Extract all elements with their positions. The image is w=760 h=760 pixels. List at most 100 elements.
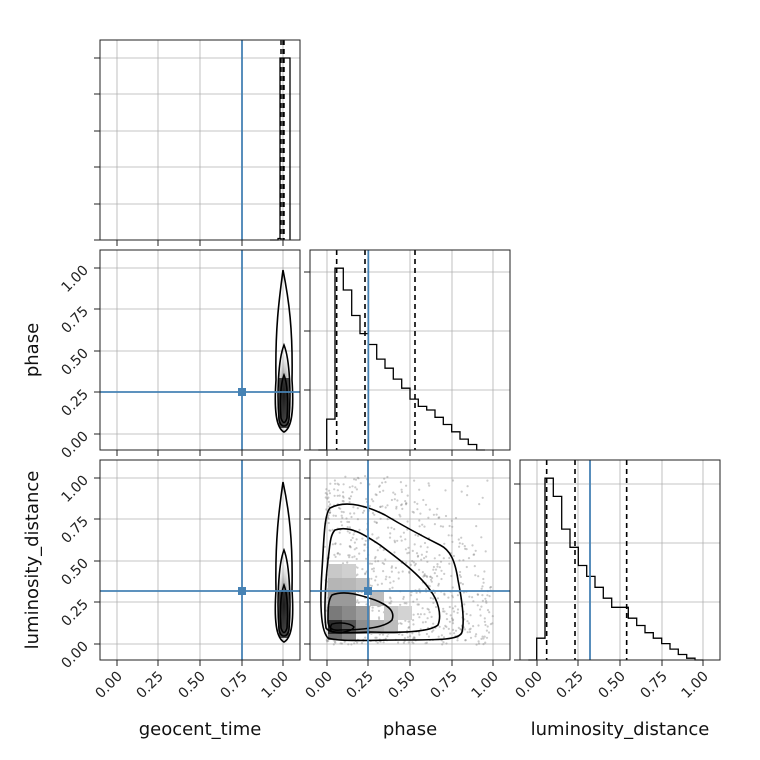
scatter-point (459, 628, 462, 631)
scatter-point (377, 536, 380, 539)
scatter-point (393, 528, 396, 531)
scatter-point (433, 591, 436, 594)
scatter-point (325, 508, 328, 511)
scatter-point (423, 574, 426, 577)
x-tick-label: 1.00 (468, 668, 501, 701)
scatter-point (486, 625, 489, 628)
scatter-point (339, 543, 342, 546)
scatter-point (331, 543, 334, 546)
scatter-point (382, 489, 385, 492)
scatter-point (434, 605, 438, 609)
scatter-point (443, 593, 446, 596)
truth-marker-geocent-time-phase (238, 388, 246, 396)
scatter-point (447, 627, 450, 631)
scatter-point (326, 516, 329, 519)
scatter-point (389, 581, 392, 584)
y-tick-label: 0.25 (58, 596, 91, 629)
scatter-point (442, 557, 445, 560)
scatter-point (356, 507, 359, 510)
scatter-point (422, 498, 425, 502)
scatter-point (476, 593, 479, 596)
scatter-point (373, 520, 376, 523)
scatter-point (397, 571, 400, 574)
frame-2d-phase-luminosity-distance (309, 459, 511, 661)
scatter-point (425, 641, 428, 644)
scatter-point (416, 508, 419, 511)
scatter-point (475, 643, 478, 646)
scatter-point (373, 513, 376, 516)
scatter-point (472, 553, 475, 556)
scatter-point (405, 502, 408, 505)
scatter-point (477, 640, 480, 643)
scatter-point (404, 538, 407, 541)
scatter-point (433, 557, 436, 560)
scatter-point (337, 483, 340, 486)
scatter-point (426, 560, 429, 563)
panel-2d-geocent-time-luminosity-distance (94, 459, 301, 666)
hist-step-phase (318, 267, 485, 451)
grid-hist-phase (310, 250, 510, 450)
scatter-point (375, 575, 378, 578)
scatter-point (399, 622, 402, 625)
scatter-point (328, 511, 331, 514)
scatter-point (432, 513, 435, 516)
scatter-point (365, 557, 368, 560)
scatter-point (379, 517, 382, 520)
scatter-point (327, 500, 331, 503)
scatter-point (454, 516, 458, 520)
scatter-point (355, 557, 358, 561)
scatter-point (427, 635, 430, 638)
scatter-point (483, 617, 486, 620)
scatter-point (444, 489, 447, 492)
ticks-2d-geocent-time-luminosity-distance (94, 477, 284, 666)
scatter-point (378, 484, 381, 487)
scatter-point (405, 561, 408, 564)
x-tick-label: 0.50 (175, 668, 208, 701)
scatter-point (445, 618, 449, 621)
scatter-point (349, 546, 352, 549)
scatter-point (352, 533, 355, 536)
scatter-point (364, 636, 367, 639)
scatter-point (432, 601, 435, 605)
scatter-point (429, 575, 432, 578)
scatter-point (436, 565, 439, 568)
scatter-point (429, 578, 433, 581)
scatter-point (451, 540, 454, 544)
scatter-point (374, 555, 377, 559)
scatter-point (483, 570, 486, 573)
scatter-point (352, 506, 355, 509)
scatter-point (331, 528, 334, 532)
scatter-point (348, 554, 351, 557)
contour-mid-geocent-time-phase (277, 342, 291, 427)
scatter-point (380, 582, 383, 585)
scatter-point (349, 512, 352, 515)
scatter-point (355, 488, 358, 491)
scatter-point (378, 485, 381, 488)
scatter-point (383, 562, 386, 566)
scatter-point (349, 545, 352, 548)
scatter-point (482, 643, 485, 646)
scatter-point (403, 637, 406, 640)
scatter-point (361, 537, 364, 540)
scatter-point (334, 555, 337, 559)
x-axis-label-luminosity-distance: luminosity_distance (531, 719, 710, 740)
scatter-point (443, 592, 446, 595)
scatter-point (415, 591, 418, 594)
scatter-point (411, 560, 414, 563)
scatter-point (428, 484, 431, 487)
scatter-point (424, 620, 427, 624)
scatter-point (389, 602, 392, 605)
ticks-hist-geocent-time (94, 57, 284, 246)
scatter-point (399, 603, 402, 606)
scatter-point (406, 552, 409, 555)
scatter-point (442, 641, 445, 644)
scatter-point (370, 498, 373, 501)
scatter-point (336, 489, 339, 492)
scatter-point (348, 556, 351, 559)
scatter-point (393, 539, 396, 542)
scatter-point (388, 587, 391, 591)
scatter-point (385, 575, 388, 578)
scatter-point (453, 632, 456, 635)
scatter-point (333, 488, 336, 491)
